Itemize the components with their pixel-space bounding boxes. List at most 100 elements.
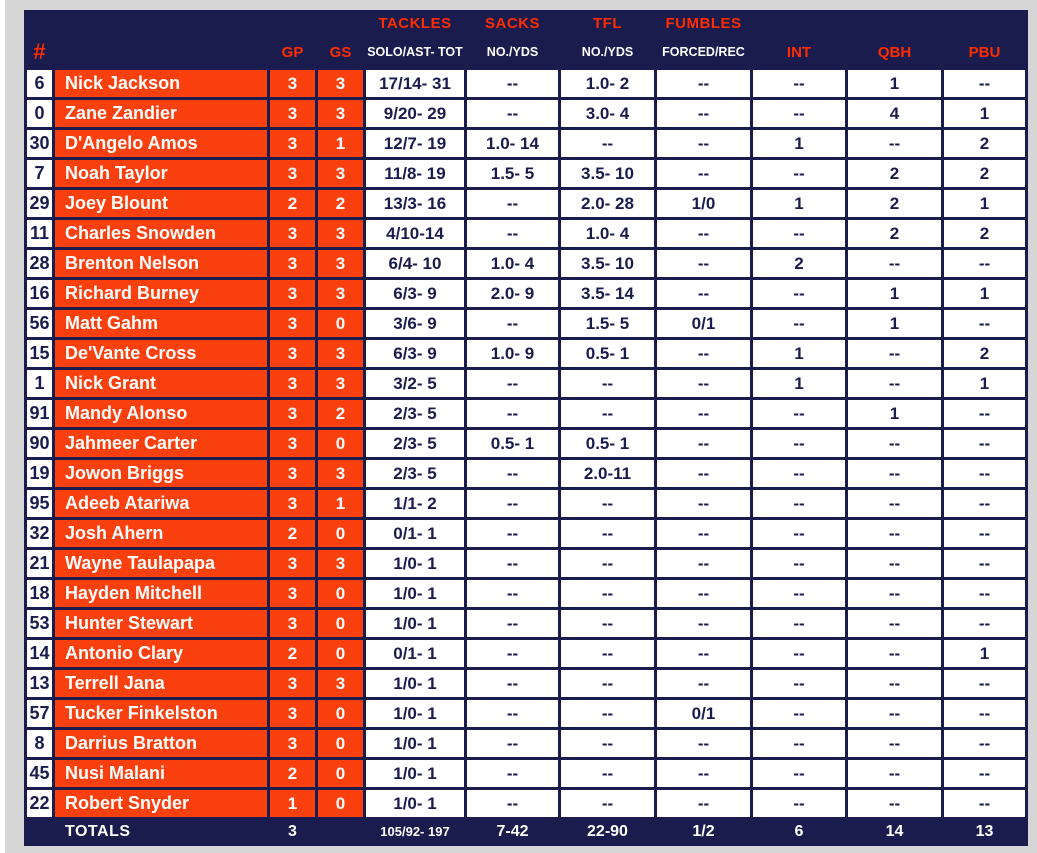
cell-name: Charles Snowden bbox=[52, 217, 270, 250]
cell-gp: 3 bbox=[267, 277, 318, 310]
table-row: 95 Adeeb Atariwa 3 1 1/1- 2 -- -- -- -- -- -- bbox=[24, 487, 1028, 520]
cell-tackles: 12/7- 19 bbox=[363, 127, 467, 160]
cell-tackles: 2/3- 5 bbox=[363, 427, 467, 460]
cell-qbh: -- bbox=[845, 697, 944, 730]
cell-tackles: 0/1- 1 bbox=[363, 637, 467, 670]
cell-qbh: -- bbox=[845, 637, 944, 670]
header-column-row: # GP GS SOLO/AST- TOT NO./YDS NO./YDS FO… bbox=[24, 34, 1028, 70]
cell-num: 0 bbox=[24, 97, 55, 130]
cell-num: 1 bbox=[24, 367, 55, 400]
cell-tfl: 2.0- 28 bbox=[558, 187, 657, 220]
cell-int: -- bbox=[750, 67, 848, 100]
cell-tackles: 6/3- 9 bbox=[363, 337, 467, 370]
table-row: 8 Darrius Bratton 3 0 1/0- 1 -- -- -- -- -- -- bbox=[24, 727, 1028, 760]
cell-qbh: -- bbox=[845, 787, 944, 820]
cell-name: Adeeb Atariwa bbox=[52, 487, 270, 520]
cell-gp: 3 bbox=[267, 217, 318, 250]
cell-fum: -- bbox=[654, 457, 753, 490]
cell-tfl: -- bbox=[558, 517, 657, 550]
cell-name: Terrell Jana bbox=[52, 667, 270, 700]
cell-fum: 0/1 bbox=[654, 307, 753, 340]
cell-int: -- bbox=[750, 667, 848, 700]
cell-tfl: -- bbox=[558, 487, 657, 520]
cell-gp: 3 bbox=[267, 487, 318, 520]
cell-int: -- bbox=[750, 397, 848, 430]
cell-qbh: -- bbox=[845, 757, 944, 790]
cell-gs: 3 bbox=[315, 667, 366, 700]
cell-sacks: -- bbox=[464, 637, 561, 670]
cell-sacks: 2.0- 9 bbox=[464, 277, 561, 310]
cell-num: 19 bbox=[24, 457, 55, 490]
cell-name: Joey Blount bbox=[52, 187, 270, 220]
cell-tackles: 6/4- 10 bbox=[363, 247, 467, 280]
cell-name: Robert Snyder bbox=[52, 787, 270, 820]
cell-int: -- bbox=[750, 577, 848, 610]
table-row: 28 Brenton Nelson 3 3 6/4- 10 1.0- 4 3.5- 10 --… bbox=[24, 247, 1028, 280]
cell-pbu: -- bbox=[941, 697, 1028, 730]
cell-num: 16 bbox=[24, 277, 55, 310]
cell-tackles: 1/0- 1 bbox=[363, 757, 467, 790]
cell-gp: 3 bbox=[267, 367, 318, 400]
cell-tfl: -- bbox=[558, 697, 657, 730]
totals-gp: 3 bbox=[267, 817, 318, 846]
cell-gs: 3 bbox=[315, 277, 366, 310]
cell-gs: 3 bbox=[315, 547, 366, 580]
cell-tfl: 3.5- 10 bbox=[558, 247, 657, 280]
cell-fum: -- bbox=[654, 757, 753, 790]
header-blank bbox=[267, 10, 318, 37]
cell-qbh: 4 bbox=[845, 97, 944, 130]
header-group-fumbles: FUMBLES bbox=[654, 10, 753, 37]
cell-int: -- bbox=[750, 697, 848, 730]
cell-gp: 3 bbox=[267, 247, 318, 280]
cell-sacks: 1.0- 14 bbox=[464, 127, 561, 160]
cell-pbu: -- bbox=[941, 517, 1028, 550]
cell-num: 45 bbox=[24, 757, 55, 790]
cell-gp: 3 bbox=[267, 427, 318, 460]
cell-qbh: -- bbox=[845, 127, 944, 160]
header-group-tfl: TFL bbox=[558, 10, 657, 37]
cell-fum: -- bbox=[654, 577, 753, 610]
cell-fum: -- bbox=[654, 787, 753, 820]
cell-fum: -- bbox=[654, 127, 753, 160]
table-row: 56 Matt Gahm 3 0 3/6- 9 -- 1.5- 5 0/1 -- 1 -- bbox=[24, 307, 1028, 340]
cell-fum: -- bbox=[654, 217, 753, 250]
cell-name: Zane Zandier bbox=[52, 97, 270, 130]
cell-name: Jahmeer Carter bbox=[52, 427, 270, 460]
table-row: 91 Mandy Alonso 3 2 2/3- 5 -- -- -- -- 1 -- bbox=[24, 397, 1028, 430]
cell-pbu: -- bbox=[941, 427, 1028, 460]
cell-num: 15 bbox=[24, 337, 55, 370]
cell-name: Wayne Taulapapa bbox=[52, 547, 270, 580]
totals-int: 6 bbox=[750, 817, 848, 846]
header-number: # bbox=[24, 34, 55, 70]
cell-qbh: -- bbox=[845, 577, 944, 610]
cell-sacks: -- bbox=[464, 367, 561, 400]
cell-sacks: -- bbox=[464, 607, 561, 640]
cell-sacks: -- bbox=[464, 547, 561, 580]
header-group-sacks: SACKS bbox=[464, 10, 561, 37]
cell-name: Antonio Clary bbox=[52, 637, 270, 670]
cell-sacks: -- bbox=[464, 217, 561, 250]
cell-int: -- bbox=[750, 457, 848, 490]
cell-fum: -- bbox=[654, 487, 753, 520]
cell-int: -- bbox=[750, 607, 848, 640]
cell-int: -- bbox=[750, 637, 848, 670]
cell-num: 90 bbox=[24, 427, 55, 460]
cell-int: -- bbox=[750, 277, 848, 310]
cell-gp: 2 bbox=[267, 637, 318, 670]
cell-gp: 2 bbox=[267, 187, 318, 220]
cell-tfl: 1.5- 5 bbox=[558, 307, 657, 340]
cell-tackles: 1/0- 1 bbox=[363, 787, 467, 820]
cell-int: -- bbox=[750, 307, 848, 340]
table-row: 15 De'Vante Cross 3 3 6/3- 9 1.0- 9 0.5- 1 -- 1-… bbox=[24, 337, 1028, 370]
cell-tackles: 13/3- 16 bbox=[363, 187, 467, 220]
cell-qbh: -- bbox=[845, 427, 944, 460]
cell-sacks: -- bbox=[464, 667, 561, 700]
cell-qbh: 2 bbox=[845, 217, 944, 250]
cell-name: Jowon Briggs bbox=[52, 457, 270, 490]
cell-pbu: -- bbox=[941, 787, 1028, 820]
table-row: 19 Jowon Briggs 3 3 2/3- 5 -- 2.0-11 -- -- -- -- bbox=[24, 457, 1028, 490]
cell-name: Mandy Alonso bbox=[52, 397, 270, 430]
cell-tfl: -- bbox=[558, 637, 657, 670]
cell-qbh: 1 bbox=[845, 307, 944, 340]
cell-qbh: -- bbox=[845, 247, 944, 280]
